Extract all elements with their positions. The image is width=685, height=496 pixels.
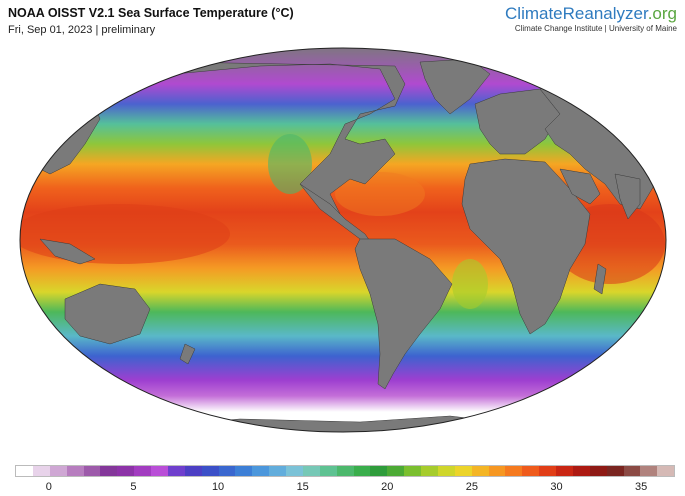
- colorbar-segment: [100, 466, 118, 476]
- colorbar-segment: [286, 466, 303, 476]
- colorbar-segment: [151, 466, 168, 476]
- colorbar-segment: [32, 466, 50, 476]
- colorbar-segment: [16, 466, 33, 476]
- colorbar-segment: [572, 466, 590, 476]
- land-indonesia: [39, 238, 96, 265]
- colorbar-segment: [471, 466, 489, 476]
- colorbar-segment: [117, 466, 135, 476]
- land-australia: [64, 283, 151, 345]
- colorbar-segment: [252, 466, 270, 476]
- colorbar-segment: [134, 466, 151, 476]
- colorbar-segment: [488, 466, 506, 476]
- colorbar-segment: [66, 466, 84, 476]
- map-outline: [19, 47, 667, 433]
- colorbar-segment: [589, 466, 607, 476]
- colorbar-tick-label: 35: [635, 481, 648, 493]
- brand-tagline: Climate Change Institute | University of…: [514, 24, 677, 33]
- colorbar-tick-label: 0: [45, 481, 52, 493]
- land-india: [614, 173, 641, 220]
- colorbar-segment: [454, 466, 472, 476]
- land-north-america: [174, 61, 406, 215]
- colorbar-segment: [201, 466, 219, 476]
- brand-name: ClimateReanalyzer.org: [505, 4, 677, 23]
- colorbar-segment: [319, 466, 337, 476]
- colorbar-tick-label: 10: [211, 481, 225, 493]
- land-south-america: [354, 238, 453, 390]
- colorbar-segment: [539, 466, 556, 476]
- land-new-zealand: [179, 343, 196, 365]
- colorbar-tick-label: 20: [381, 481, 394, 493]
- colorbar-segment: [437, 466, 455, 476]
- brand-logo[interactable]: ClimateReanalyzer.org Climate Change Ins…: [505, 4, 677, 34]
- colorbar-tick-labels: 0 5 10 15 20 25 30 35: [15, 481, 675, 495]
- colorbar-segment: [184, 466, 202, 476]
- colorbar-segment: [167, 466, 185, 476]
- colorbar-segment: [657, 466, 675, 476]
- colorbar-segment: [83, 466, 101, 476]
- colorbar-tick-label: 15: [296, 481, 309, 493]
- colorbar-segment: [522, 466, 540, 476]
- colorbar-segment: [235, 466, 253, 476]
- colorbar-segment: [606, 466, 624, 476]
- colorbar-segment: [404, 466, 421, 476]
- colorbar-tick-label: 5: [130, 481, 137, 493]
- land-europe: [474, 88, 561, 155]
- colorbar-segment: [218, 466, 236, 476]
- colorbar-segment: [640, 466, 658, 476]
- colorbar-segment: [623, 466, 641, 476]
- colorbar-segment: [269, 466, 286, 476]
- land-madagascar: [593, 263, 607, 295]
- colorbar-segment: [336, 466, 354, 476]
- colorbar-tick-label: 25: [465, 481, 479, 493]
- land-arabia: [559, 168, 601, 205]
- colorbar-segment: [421, 466, 438, 476]
- map-title: NOAA OISST V2.1 Sea Surface Temperature …: [8, 6, 294, 20]
- colorbar-tick-label: 30: [550, 481, 563, 493]
- colorbar-segment: [353, 466, 371, 476]
- sst-map: [19, 47, 667, 433]
- colorbar-segment: [505, 466, 523, 476]
- map-date: Fri, Sep 01, 2023 | preliminary: [8, 24, 156, 36]
- colorbar-segment: [387, 466, 405, 476]
- colorbar-segment: [556, 466, 573, 476]
- temperature-colorbar: [15, 465, 675, 477]
- land-africa: [461, 158, 591, 335]
- colorbar-segment: [370, 466, 388, 476]
- colorbar-segment: [49, 466, 67, 476]
- colorbar-segment: [302, 466, 320, 476]
